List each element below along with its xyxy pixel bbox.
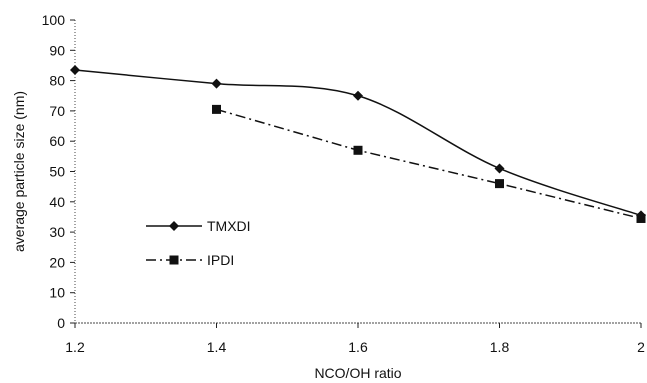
x-tick-label: 1.2	[65, 339, 85, 355]
x-tick-label: 1.6	[348, 339, 368, 355]
y-axis-title: average particle size (nm)	[11, 91, 27, 252]
y-tick-label: 80	[49, 73, 65, 89]
data-point-tmxdi	[494, 163, 505, 174]
data-point-ipdi	[636, 213, 646, 223]
data-point-tmxdi	[353, 90, 363, 101]
data-point-ipdi	[353, 145, 363, 155]
x-tick-label: 1.8	[490, 339, 510, 355]
x-axis-title: NCO/OH ratio	[314, 365, 401, 381]
series-tmxdi	[70, 64, 646, 221]
legend-marker-tmxdi	[169, 221, 179, 231]
legend-label-tmxdi: TMXDI	[207, 218, 251, 234]
data-point-ipdi	[212, 104, 221, 114]
x-axis: 1.2 1.4 1.6 1.8 2	[65, 322, 645, 355]
y-tick-label: 60	[49, 133, 65, 149]
legend: TMXDI IPDI	[146, 218, 251, 268]
y-tick-label: 50	[49, 164, 65, 180]
series-ipdi	[212, 104, 646, 223]
series-line-ipdi	[216, 108, 642, 220]
y-tick-label: 20	[49, 254, 65, 270]
x-tick-label: 1.4	[207, 339, 227, 355]
y-tick-label: 30	[49, 224, 65, 240]
y-axis: 0 10 20 30 40 50 60 70 80 90 100	[42, 12, 76, 331]
y-tick-label: 70	[49, 103, 65, 119]
data-point-tmxdi	[211, 78, 222, 89]
y-tick-label: 40	[49, 194, 65, 210]
data-point-ipdi	[495, 179, 504, 189]
legend-marker-ipdi	[169, 255, 179, 265]
series-plot-area	[70, 64, 646, 223]
y-tick-label: 100	[42, 12, 66, 28]
y-tick-label: 90	[49, 42, 65, 58]
y-tick-label: 10	[49, 285, 65, 301]
y-tick-label: 0	[57, 315, 65, 331]
legend-label-ipdi: IPDI	[207, 252, 234, 268]
x-tick-label: 2	[637, 339, 645, 355]
data-point-tmxdi	[70, 64, 80, 75]
